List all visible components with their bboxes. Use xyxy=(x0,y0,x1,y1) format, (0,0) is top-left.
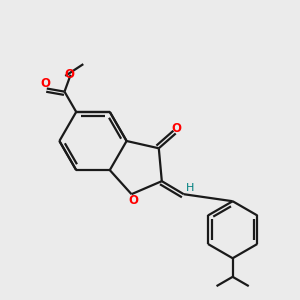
Text: O: O xyxy=(65,68,75,81)
Text: H: H xyxy=(186,183,194,193)
Text: O: O xyxy=(172,122,182,134)
Text: O: O xyxy=(128,194,138,207)
Text: O: O xyxy=(40,76,51,90)
